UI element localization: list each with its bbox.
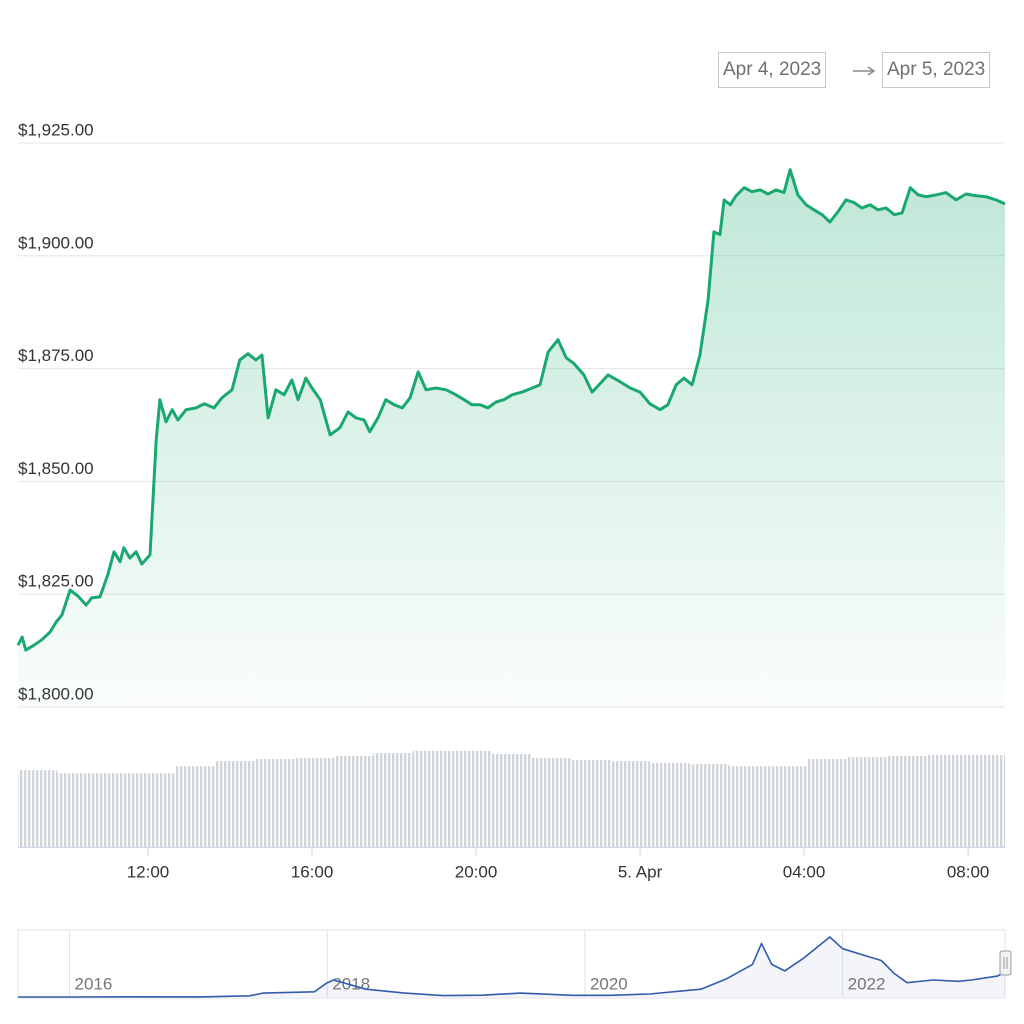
price-line: [16, 168, 1006, 652]
volume-bar: [254, 759, 295, 847]
volume-bar: [847, 757, 887, 847]
navigator-handle[interactable]: [999, 950, 1012, 976]
x-tick-label: 20:00: [455, 862, 498, 881]
volume-bar: [57, 773, 97, 847]
volume-bar: [333, 756, 374, 847]
volume-bar: [610, 761, 650, 847]
volume-bar: [926, 755, 966, 847]
volume-bar: [96, 773, 137, 847]
x-tick-label: 2020: [590, 974, 628, 993]
volume-bar: [807, 759, 848, 847]
volume-bar: [175, 766, 216, 847]
x-tick-label: 16:00: [291, 862, 334, 881]
area: [18, 169, 1005, 708]
volume-bar: [373, 753, 413, 847]
volume-bar: [452, 751, 492, 847]
x-tick-label: 5. Apr: [618, 862, 663, 881]
volume-bar: [570, 760, 611, 847]
range-arrow: [853, 66, 876, 76]
y-tick-label: $1,825.00: [18, 572, 94, 591]
x-tick-label: 08:00: [947, 862, 990, 881]
volume-bar: [965, 755, 1005, 847]
volume-bar: [412, 751, 453, 847]
volume-bar: [531, 758, 571, 847]
y-tick-label: $1,850.00: [18, 459, 94, 478]
volume-bar: [768, 766, 808, 847]
y-tick-label: $1,925.00: [18, 120, 94, 139]
volume-bar: [18, 770, 58, 847]
volume-bar: [649, 763, 690, 847]
price-line: [18, 936, 1006, 998]
x-tick-label: 2016: [75, 974, 113, 993]
volume-bar: [136, 773, 176, 847]
volume-bar: [689, 764, 729, 847]
range-to[interactable]: Apr 5, 2023: [882, 52, 991, 88]
y-tick-label: $1,900.00: [18, 233, 94, 252]
volume-bar: [491, 754, 532, 847]
x-tick-label: 2022: [848, 974, 886, 993]
volume-bar: [294, 758, 334, 847]
y-tick-label: $1,875.00: [18, 346, 94, 365]
volume-bar: [728, 766, 769, 847]
x-tick-label: 2018: [332, 974, 370, 993]
volume-bar: [215, 761, 255, 847]
x-tick-label: 12:00: [127, 862, 170, 881]
range-from[interactable]: Apr 4, 2023: [718, 52, 827, 88]
x-tick-label: 04:00: [783, 862, 826, 881]
volume-bar: [886, 756, 927, 847]
area: [18, 937, 1005, 997]
